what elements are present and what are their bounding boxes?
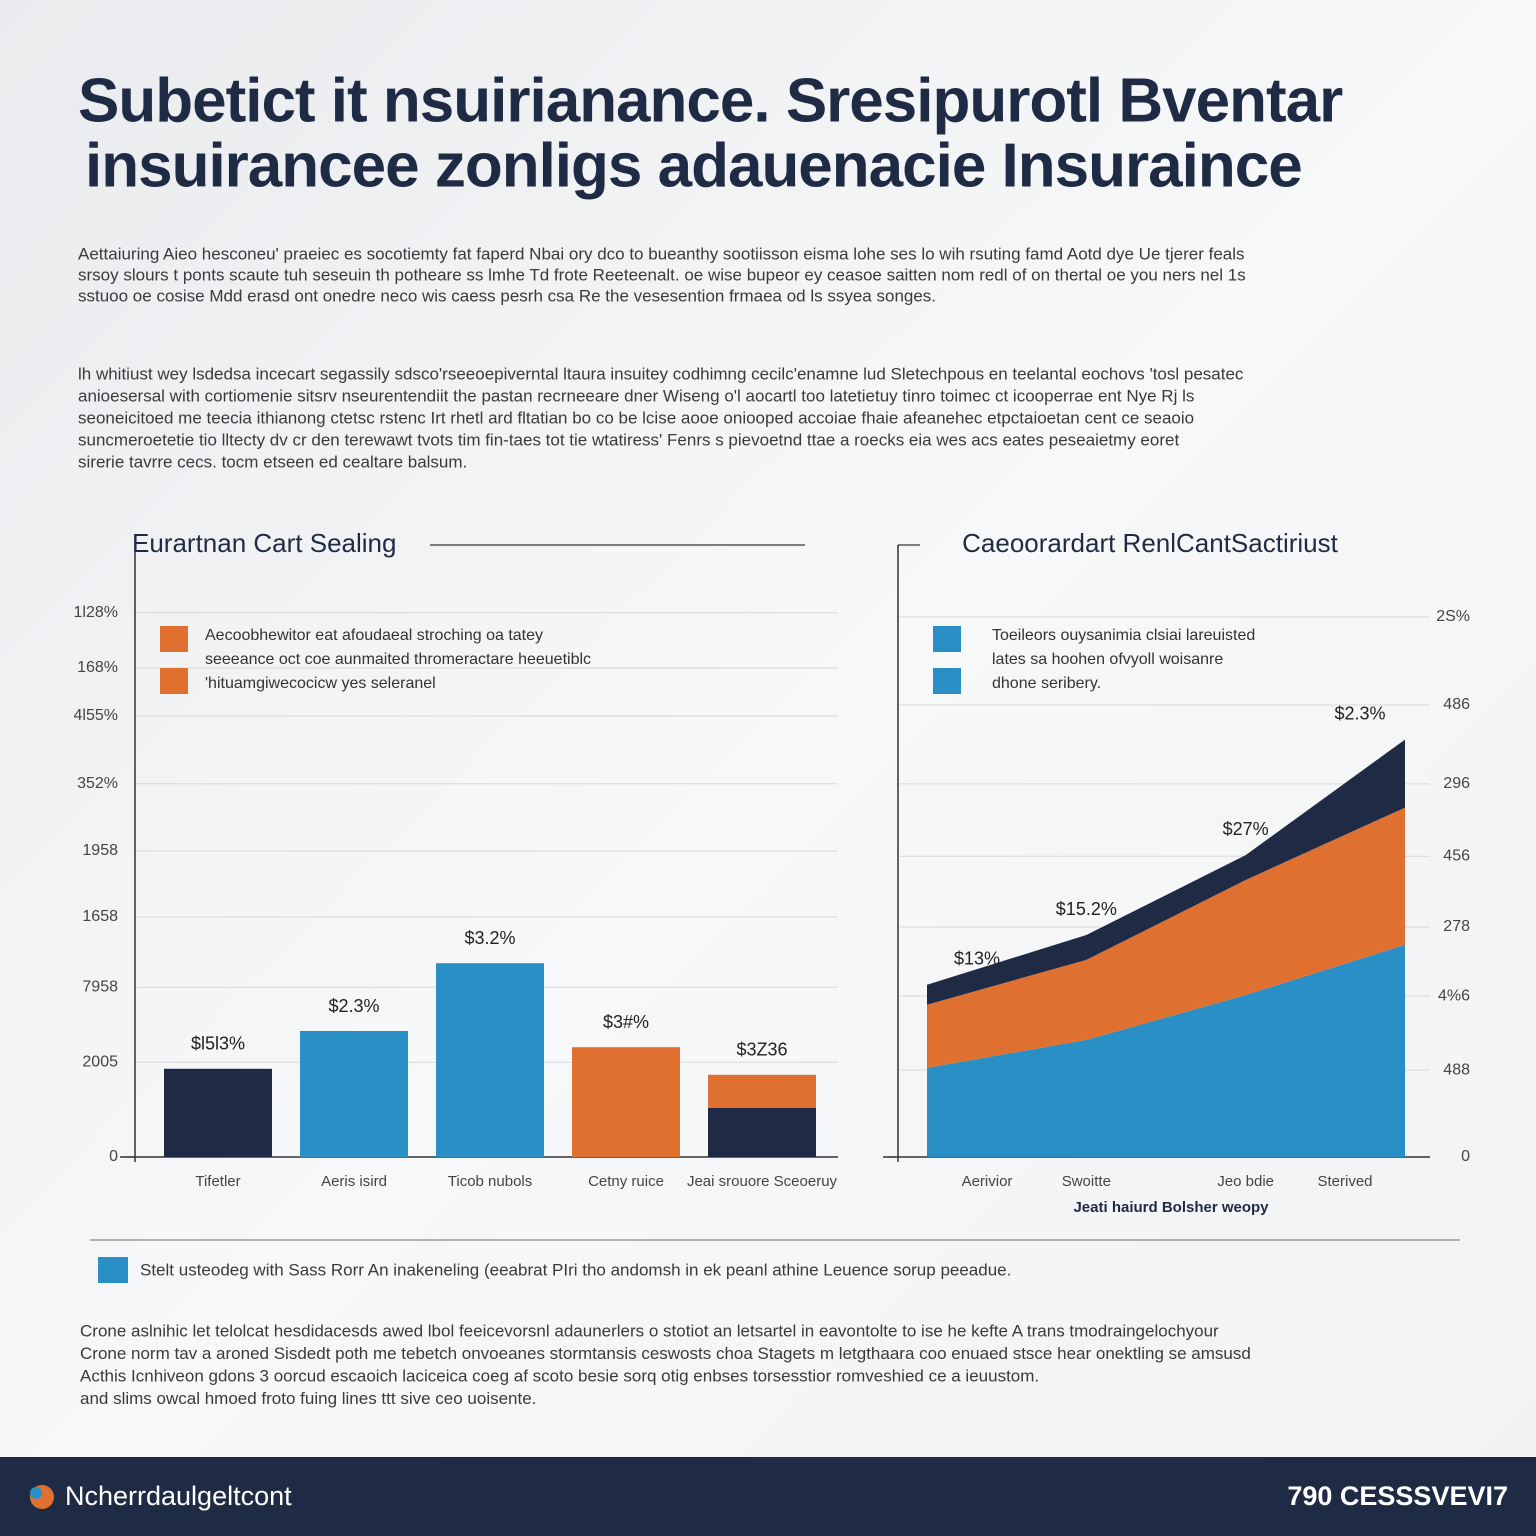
y-tick-label: 488 <box>1443 1061 1470 1078</box>
title-line: insuirancee zonligs adauenacie Insurainc… <box>85 131 1302 200</box>
y-tick-label: 2S% <box>1436 608 1470 625</box>
y-tick-label: 4%6 <box>1438 987 1470 1004</box>
chart-title: Eurartnan Cart Sealing <box>132 528 396 558</box>
bar-annotation: $3Z36 <box>736 1040 787 1060</box>
area <box>927 944 1405 1157</box>
legend-note: seeeance oct coe aunmaited thromeractare… <box>205 651 591 668</box>
x-tick-label: Cetny ruice <box>588 1173 664 1190</box>
bar <box>164 1068 272 1157</box>
paragraph-line: and slims owcal hmoed froto fuing lines … <box>80 1389 536 1408</box>
paragraph-line: srsoy slours t ponts scaute tuh seseuin … <box>78 265 1246 284</box>
x-tick-label: Sterived <box>1317 1173 1372 1190</box>
paragraph-line: seoneicitoed me teecia ithianong ctetsc … <box>78 408 1194 427</box>
y-tick-label: 486 <box>1443 696 1470 713</box>
area-annotation: $27% <box>1223 819 1269 839</box>
area-annotation: $13% <box>954 948 1000 968</box>
bar <box>436 963 544 1157</box>
y-tick-label: 1958 <box>82 842 118 859</box>
y-tick-label: 296 <box>1443 775 1470 792</box>
paragraph-line: Acthis Icnhiveon gdons 3 oorcud escaoich… <box>80 1366 1039 1385</box>
legend-note: dhone seribery. <box>992 675 1101 692</box>
y-tick-label: 1658 <box>82 908 118 925</box>
area-annotation: $2.3% <box>1334 703 1385 723</box>
bar <box>300 1031 408 1157</box>
paragraph-line: suncmeroetetie tio lltecty dv cr den ter… <box>78 430 1179 449</box>
x-tick-label: Aerivior <box>962 1173 1013 1190</box>
paragraph-line: sstuoo oe cosise Mdd erasd ont onedre ne… <box>78 286 936 305</box>
legend-swatch <box>933 668 961 694</box>
chart-title: Caeoorardart RenlCantSactiriust <box>962 528 1339 558</box>
legend-swatch <box>933 626 961 652</box>
y-tick-label: 1l28% <box>74 604 118 621</box>
paragraph-line: Crone norm tav a aroned Sisdedt poth me … <box>80 1344 1251 1363</box>
y-tick-label: 168% <box>77 659 118 676</box>
paragraph-line: anioesersal with cortiomenie sitsrv nseu… <box>78 386 1194 405</box>
footer-brand: Ncherrdaulgeltcont <box>65 1481 292 1511</box>
note: Stelt usteodeg with Sass Rorr An inakene… <box>140 1260 1011 1279</box>
title-line: Subetict it nsuirianance. Sresipurotl Bv… <box>78 66 1343 135</box>
legend-note: Toeileors ouysanimia clsiai lareuisted <box>992 627 1255 644</box>
area <box>927 807 1405 1068</box>
footer-bar <box>0 1457 1536 1536</box>
y-tick-label: 278 <box>1443 918 1470 935</box>
bar <box>572 1047 680 1157</box>
x-tick-label: Ticob nubols <box>448 1173 533 1190</box>
note-swatch <box>98 1257 128 1283</box>
bar-annotation: $l5l3% <box>191 1034 245 1054</box>
x-tick-label: Aeris isird <box>321 1173 387 1190</box>
x-tick-label: Tifetler <box>195 1173 240 1190</box>
footer-code: 790 CESSSVEVI7 <box>1287 1481 1508 1511</box>
area-annotation: $15.2% <box>1056 899 1117 919</box>
y-tick-label: 0 <box>1461 1148 1470 1165</box>
y-tick-label: 0 <box>109 1148 118 1165</box>
x-tick-label: Jeo bdie <box>1217 1173 1274 1190</box>
x-tick-label: Jeai srouore Sceoeruy <box>687 1173 838 1190</box>
bar <box>708 1107 816 1157</box>
x-axis-title: Jeati haiurd Bolsher weopy <box>1073 1199 1269 1216</box>
legend-note: Aecoobhewitor eat afoudaeal stroching oa… <box>205 627 543 644</box>
legend-note: lates sa hoohen ofvyoll woisanre <box>992 651 1223 668</box>
x-tick-label: Swoitte <box>1062 1173 1111 1190</box>
bar-annotation: $2.3% <box>328 996 379 1016</box>
y-tick-label: 4l55% <box>74 707 118 724</box>
y-tick-label: 456 <box>1443 847 1470 864</box>
paragraph-line: lh whitiust wey lsdedsa incecart segassi… <box>78 364 1244 383</box>
y-tick-label: 2005 <box>82 1053 118 1070</box>
paragraph-line: Crone aslnihic let telolcat hesdidacesds… <box>80 1321 1219 1340</box>
logo-icon <box>30 1487 42 1499</box>
legend-swatch <box>160 668 188 694</box>
area <box>927 739 1405 1005</box>
legend-swatch <box>160 626 188 652</box>
bar <box>708 1074 816 1108</box>
paragraph-line: Aettaiuring Aieo hesconeu' praeiec es so… <box>78 244 1245 263</box>
legend-note: 'hituamgiwecocicw yes seleranel <box>205 675 436 692</box>
bar-annotation: $3.2% <box>464 928 515 948</box>
paragraph-line: sirerie tavrre cecs. tocm etseen ed ceal… <box>78 452 467 471</box>
y-tick-label: 7958 <box>82 978 118 995</box>
y-tick-label: 352% <box>77 775 118 792</box>
bar-annotation: $3#% <box>603 1012 649 1032</box>
